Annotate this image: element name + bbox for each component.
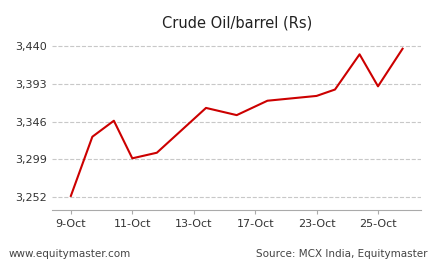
Text: Source: MCX India, Equitymaster: Source: MCX India, Equitymaster bbox=[256, 249, 427, 259]
Text: www.equitymaster.com: www.equitymaster.com bbox=[9, 249, 131, 259]
Title: Crude Oil/barrel (Rs): Crude Oil/barrel (Rs) bbox=[162, 15, 312, 30]
